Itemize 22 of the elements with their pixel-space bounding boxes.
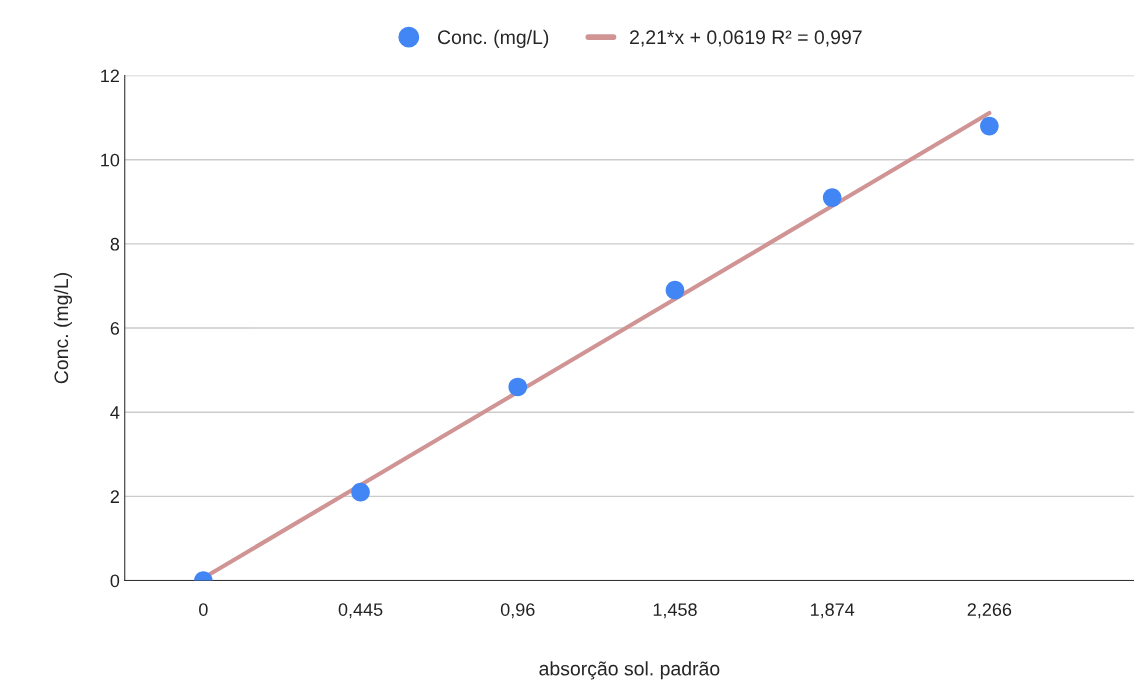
legend-label: 2,21*x + 0,0619 R² = 0,997: [630, 30, 862, 47]
y-tick-label: 10: [101, 153, 120, 167]
legend-label: Conc. (mg/L): [437, 29, 549, 48]
x-tick-label: 1,458: [653, 603, 697, 619]
point: [665, 280, 685, 300]
x-axis-title: absorção sol. padrão: [539, 661, 720, 680]
x-tick-label: 0,96: [500, 603, 535, 619]
point: [508, 377, 528, 397]
y-tick-label: 4: [110, 406, 120, 419]
point: [351, 482, 370, 502]
y-tick-label: 2: [110, 490, 119, 503]
x-tick-label: 2,266: [967, 603, 1012, 619]
x-tick-label: 0: [199, 603, 208, 616]
x-tick-label: 1,874: [810, 603, 855, 619]
point: [980, 116, 999, 136]
y-axis-title: Conc. (mg/L): [53, 273, 73, 384]
x-tick-label: 0,445: [338, 603, 383, 619]
point: [822, 188, 842, 207]
y-tick-label: 0: [110, 574, 120, 588]
y-tick-label: 12: [101, 69, 119, 83]
y-tick-label: 6: [110, 321, 120, 335]
y-tick-label: 8: [110, 237, 120, 251]
